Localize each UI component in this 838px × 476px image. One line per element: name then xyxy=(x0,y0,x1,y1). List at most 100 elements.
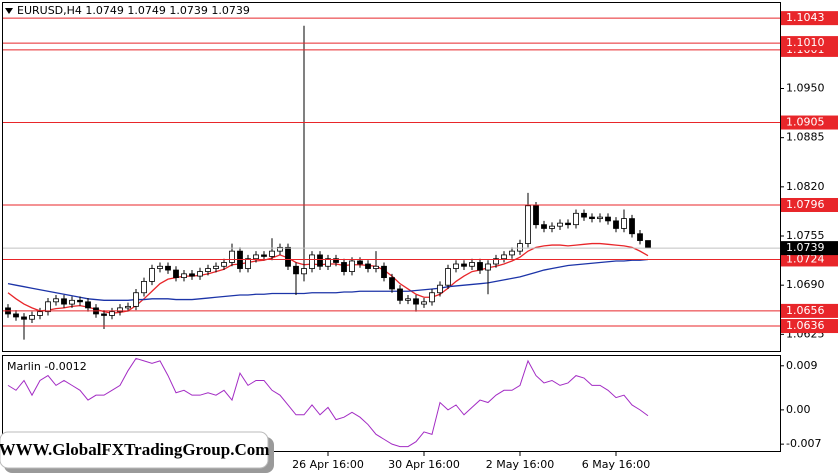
candle-body xyxy=(493,258,499,265)
candle-body xyxy=(509,250,515,256)
candle-body xyxy=(293,265,299,275)
y-tick-label: 1.0950 xyxy=(786,81,825,94)
x-tick-label: 26 Apr 16:00 xyxy=(292,458,364,471)
candle-body xyxy=(165,265,171,271)
candle-body xyxy=(581,212,587,218)
candle-body xyxy=(181,273,187,279)
candle-body xyxy=(357,260,363,265)
candle-body xyxy=(373,265,379,269)
candle-body xyxy=(533,205,539,226)
candle-body xyxy=(45,301,51,313)
candle-body xyxy=(341,262,347,272)
candle-body xyxy=(629,218,635,235)
candle-body xyxy=(413,298,419,305)
level-label-box xyxy=(781,303,838,318)
candle-body xyxy=(317,254,323,267)
candle-body xyxy=(429,292,435,303)
level-label-box xyxy=(781,252,838,267)
candle-body xyxy=(261,254,267,257)
indicator-title: Marlin -0.0012 xyxy=(7,360,87,373)
level-label: 1.1043 xyxy=(786,11,825,24)
candle-body xyxy=(445,268,451,286)
candle-body xyxy=(461,263,467,267)
x-tick-label: 6 May 16:00 xyxy=(582,458,650,471)
candle-body xyxy=(501,254,507,260)
level-label: 1.0796 xyxy=(786,198,825,211)
candle-body xyxy=(189,273,195,277)
level-label: 1.0905 xyxy=(786,116,825,129)
candle-body xyxy=(557,222,563,227)
candle-body xyxy=(565,222,571,226)
x-tick-label: 2 May 16:00 xyxy=(486,458,554,471)
candle-body xyxy=(13,313,19,318)
candle-body xyxy=(205,268,211,272)
candle-body xyxy=(69,299,75,305)
sub-panel xyxy=(2,355,781,452)
level-label: 1.0636 xyxy=(786,319,825,332)
candle-body xyxy=(365,263,371,269)
candle-body xyxy=(517,243,523,252)
candle-body xyxy=(621,218,627,229)
y-tick-label: 1.0885 xyxy=(786,131,825,144)
candle-body xyxy=(613,220,619,229)
level-label-box xyxy=(781,36,838,51)
y-tick-label: 1.0690 xyxy=(786,278,825,291)
level-label-box xyxy=(781,115,838,130)
watermark: WWW.GlobalFXTradingGroup.Com xyxy=(0,431,274,473)
candle-body xyxy=(101,313,107,316)
candle-body xyxy=(381,265,387,279)
last-price-label: 1.0739 xyxy=(786,241,825,254)
x-tick-label: 30 Apr 16:00 xyxy=(388,458,460,471)
candle-body xyxy=(549,225,555,229)
main-panel xyxy=(2,2,781,352)
candle-body xyxy=(589,216,595,220)
candle-body xyxy=(485,263,491,271)
candle-body xyxy=(637,233,643,241)
menu-arrow xyxy=(5,8,13,14)
candle-body xyxy=(469,262,475,267)
candle-body xyxy=(85,301,91,309)
candle-body xyxy=(541,224,547,229)
y-tick-label: 1.0755 xyxy=(786,229,825,242)
y-tick-label: 0.009 xyxy=(786,359,818,372)
candle-body xyxy=(605,216,611,222)
candle-body xyxy=(349,260,355,272)
candle-body xyxy=(133,292,139,307)
level-label: 1.0656 xyxy=(786,304,825,317)
candle-body xyxy=(149,268,155,282)
candle-body xyxy=(405,298,411,301)
candle-body xyxy=(597,216,603,220)
candle-body xyxy=(141,280,147,294)
candle-body xyxy=(437,284,443,294)
candle-body xyxy=(221,262,227,267)
candle-body xyxy=(325,258,331,267)
candle-body xyxy=(245,258,251,269)
y-tick-label: 0.00 xyxy=(786,403,811,416)
moving-average xyxy=(7,258,649,301)
candle-body xyxy=(117,307,123,313)
candle-body xyxy=(77,299,83,303)
level-label-box xyxy=(781,197,838,212)
candle-body xyxy=(253,254,259,260)
candle-body xyxy=(29,315,35,320)
candle-body xyxy=(389,277,395,290)
candle-body xyxy=(125,305,131,309)
last-price-box xyxy=(781,241,838,256)
candle-body xyxy=(525,205,531,244)
candle-body xyxy=(213,265,219,269)
y-tick-label: 1.0820 xyxy=(786,180,825,193)
candle-body xyxy=(301,268,307,275)
candle-body xyxy=(157,265,163,269)
candle-body xyxy=(453,263,459,269)
candle-body xyxy=(333,258,339,263)
candle-body xyxy=(173,269,179,279)
candle-body xyxy=(309,254,315,269)
candle-body xyxy=(109,311,115,316)
candle-body xyxy=(277,246,283,252)
y-tick-label: -0.007 xyxy=(786,437,821,450)
chart-title: EURUSD,H4 1.0749 1.0749 1.0739 1.0739 xyxy=(17,4,250,17)
candle-body xyxy=(285,246,291,267)
watermark-box xyxy=(0,431,269,469)
